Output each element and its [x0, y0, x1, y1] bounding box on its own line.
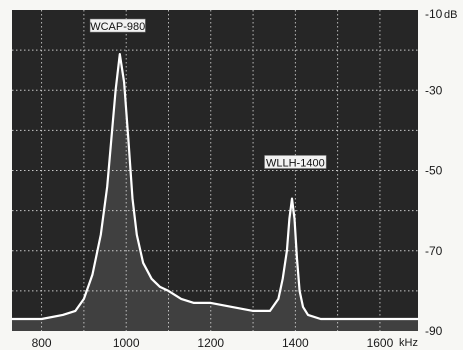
y-tick-label: -50	[425, 164, 443, 178]
spectrum-point	[307, 314, 309, 316]
spectrum-point	[119, 53, 121, 55]
trace-layer	[11, 52, 419, 331]
spectrum-point	[100, 233, 102, 236]
spectrum-point	[269, 310, 271, 312]
x-tick-label: 1200	[197, 336, 224, 350]
spectrum-point	[293, 217, 296, 220]
spectrum-point	[379, 318, 381, 320]
spectrum-point	[61, 314, 64, 316]
spectrum-point	[106, 185, 108, 188]
spectrum-point	[180, 298, 182, 300]
spectrum-point	[74, 310, 77, 312]
grid-layer	[12, 10, 418, 331]
spectrum-point	[209, 302, 212, 304]
spectrum-point	[288, 217, 291, 220]
spectrum-point	[131, 197, 134, 200]
annotation-layer: WCAP-980 WLLH-1400	[89, 18, 327, 169]
y-tick-label: -30	[425, 83, 443, 97]
x-tick-label: 1400	[282, 336, 309, 350]
spectrum-point	[336, 318, 339, 320]
spectrum-point	[110, 137, 113, 140]
spectrum-point	[135, 233, 138, 236]
spectrum-point	[83, 298, 85, 300]
spectrum-point	[114, 89, 117, 92]
spectrum-point	[167, 290, 170, 292]
spectrum-point	[277, 298, 280, 300]
peak-annotation-label: WLLH-1400	[266, 157, 325, 169]
spectrum-point	[231, 306, 233, 308]
x-tick-label: 800	[32, 336, 52, 350]
spectrum-point	[281, 278, 284, 280]
x-tick-labels: 800 1000 1200 1400 1600 kHz	[32, 336, 418, 350]
x-tick-label: 1600	[367, 336, 394, 350]
spectrum-point	[291, 197, 293, 200]
plot-background	[12, 10, 418, 331]
y-tick-label: -90	[425, 324, 443, 338]
spectrum-point	[11, 318, 13, 320]
spectrum-point	[193, 302, 195, 304]
y-unit-label: dB	[444, 9, 457, 21]
spectrum-point	[150, 278, 153, 280]
spectrum-point	[417, 318, 419, 320]
spectrum-point	[286, 249, 288, 252]
spectrum-point	[357, 318, 360, 320]
spectrum-point	[127, 137, 130, 140]
spectrum-point	[319, 318, 322, 320]
spectrum-point	[40, 318, 43, 320]
spectrum-point	[400, 318, 402, 320]
spectrum-point	[252, 310, 254, 312]
y-tick-labels: -10 dB -30 -50 -70 -90	[425, 7, 457, 338]
x-unit-label: kHz	[399, 337, 418, 349]
y-tick-label: -70	[425, 244, 443, 258]
spectrum-point	[142, 261, 144, 264]
spectrum-point	[159, 286, 161, 288]
annotation-box	[89, 18, 146, 33]
annotation-box	[264, 155, 327, 169]
y-tick-label: -10	[425, 7, 443, 21]
spectrum-point	[296, 257, 298, 260]
x-tick-label: 1000	[113, 336, 140, 350]
spectrum-point	[91, 274, 94, 276]
peak-annotation-label: WCAP-980	[90, 21, 145, 33]
spectrum-point	[302, 306, 304, 308]
spectrum-point	[123, 81, 125, 84]
spectrum-point	[298, 290, 301, 292]
